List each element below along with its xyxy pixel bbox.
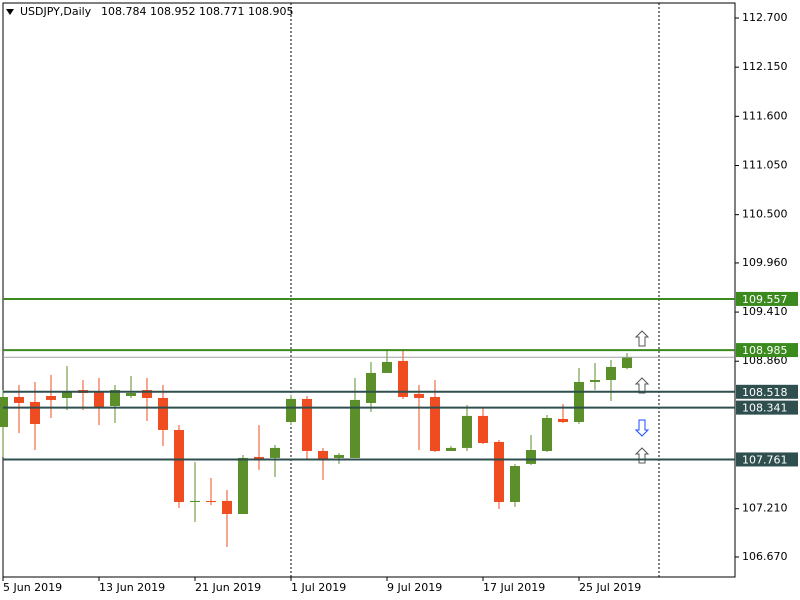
candle-body	[622, 357, 632, 369]
x-tick-label: 1 Jul 2019	[291, 581, 346, 594]
candle-body	[414, 393, 424, 398]
menu-triangle[interactable]	[6, 9, 14, 15]
candle-body	[238, 457, 248, 514]
level-label: 108.985	[742, 344, 788, 357]
candle-body	[542, 417, 552, 451]
candle-body	[430, 396, 440, 451]
x-tick-label: 21 Jun 2019	[195, 581, 261, 594]
candle-body	[494, 441, 504, 503]
y-tick-label: 108.860	[742, 354, 788, 367]
candle-body	[366, 372, 376, 403]
candle-body	[62, 391, 72, 398]
y-tick-label: 106.670	[742, 550, 788, 563]
x-tick-label: 25 Jul 2019	[579, 581, 641, 594]
down-arrow	[634, 419, 650, 437]
level-label-box	[736, 291, 798, 306]
candle-body	[302, 398, 312, 451]
signal-arrows	[634, 330, 650, 464]
candle-body	[382, 361, 392, 373]
candle-body	[334, 454, 344, 458]
candle-body	[14, 396, 24, 403]
ohlc-open: 108.784	[101, 5, 147, 18]
candle-body	[46, 396, 56, 400]
y-tick-label: 107.210	[742, 502, 788, 515]
candle-body	[206, 500, 216, 503]
candle-body	[94, 391, 104, 407]
candle-body	[142, 390, 152, 398]
ohlc-high: 108.952	[150, 5, 196, 18]
plot-frame	[2, 2, 736, 578]
candle-body	[398, 360, 408, 397]
y-tick-label: 110.500	[742, 208, 788, 221]
candle-body	[110, 390, 120, 407]
candle-body	[478, 415, 488, 444]
marks: 112.700 112.150 111.600 111.050 110.500 109.9…	[0, 11, 788, 594]
candle-body	[574, 381, 584, 423]
candle-body	[590, 380, 600, 382]
level-label-box	[736, 384, 798, 399]
candle-body	[446, 447, 456, 451]
ohlc-close: 108.905	[248, 5, 294, 18]
up-arrow	[634, 330, 650, 347]
y-tick-label: 109.960	[742, 256, 788, 269]
candle-body	[510, 465, 520, 503]
level-label: 108.518	[742, 386, 788, 399]
y-tick-label: 111.600	[742, 109, 788, 122]
level-label-box	[736, 400, 798, 415]
y-tick-label: 112.150	[742, 60, 788, 73]
candle-body	[350, 399, 360, 458]
y-tick-label: 109.410	[742, 305, 788, 318]
level-label: 107.761	[742, 453, 788, 466]
level-label: 109.557	[742, 293, 788, 306]
level-label-box	[736, 343, 798, 358]
candle-body	[286, 398, 296, 423]
candle-body	[270, 447, 280, 458]
level-label: 108.341	[742, 402, 788, 415]
candle-body	[558, 418, 568, 423]
candle-body	[526, 449, 536, 464]
y-tick-label: 112.700	[742, 11, 788, 24]
x-tick-label: 9 Jul 2019	[387, 581, 442, 594]
candle-body	[158, 397, 168, 430]
candle-body	[318, 450, 328, 461]
ohlc-low: 108.771	[199, 5, 245, 18]
candle-body	[126, 392, 136, 397]
candle-body	[462, 415, 472, 448]
x-tick-label: 5 Jun 2019	[3, 581, 62, 594]
candle-body	[174, 429, 184, 503]
x-tick-label: 17 Jul 2019	[483, 581, 545, 594]
candle-body	[606, 366, 616, 381]
symbol-title: USDJPY,Daily	[20, 5, 92, 18]
candle-body	[0, 396, 8, 428]
candle-body	[254, 456, 264, 459]
candle-body	[222, 500, 232, 514]
level-label-box	[736, 452, 798, 467]
candle-body	[190, 500, 200, 503]
x-tick-label: 13 Jun 2019	[99, 581, 165, 594]
candle-body	[30, 401, 40, 424]
up-arrow	[634, 377, 650, 394]
y-tick-label: 111.050	[742, 158, 788, 171]
